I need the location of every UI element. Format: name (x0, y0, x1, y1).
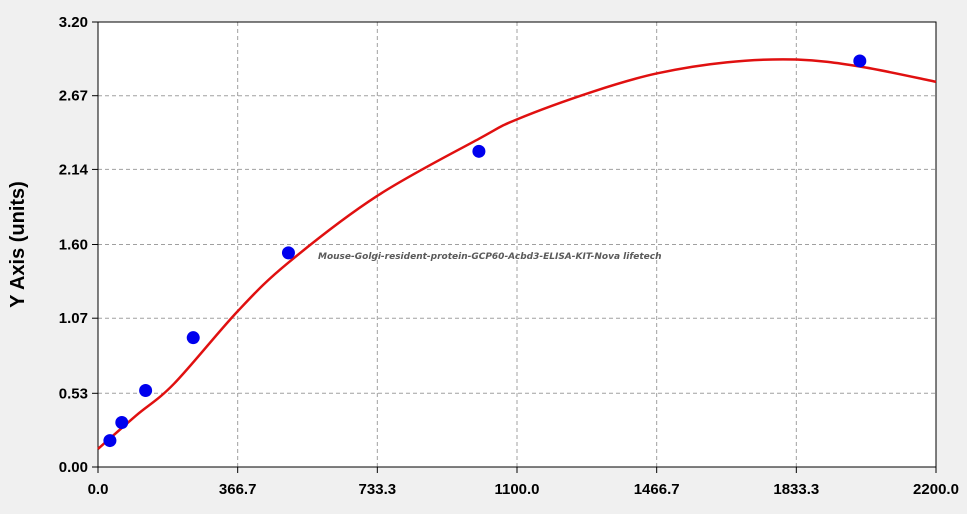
y-tick-label: 2.67 (59, 88, 88, 105)
x-tick-label: 1100.0 (494, 481, 539, 498)
data-point (472, 144, 486, 158)
x-tick-label: 733.3 (359, 481, 397, 498)
y-tick-label: 0.53 (59, 385, 88, 402)
plot-border (97, 21, 937, 468)
x-tick-label: 1833.3 (773, 481, 819, 498)
data-point (115, 416, 129, 429)
data-point (186, 331, 200, 345)
fit-curve-layer (97, 58, 937, 450)
x-tick-label: 2200.0 (913, 481, 959, 498)
x-tick-label: 366.7 (219, 481, 257, 498)
y-tick-label: 3.20 (59, 14, 88, 31)
y-tick-label: 2.14 (59, 161, 89, 178)
chart-annotation: Mouse-Golgi-resident-protein-GCP60-Acbd3… (318, 252, 662, 262)
plot-area (98, 22, 936, 467)
y-tick-label: 0.00 (59, 459, 88, 476)
fit-curve (97, 58, 937, 450)
data-point (103, 434, 117, 448)
data-point (139, 384, 153, 398)
y-tick-label: 1.60 (59, 237, 88, 254)
data-point (853, 54, 867, 68)
y-tick-label: 1.07 (59, 310, 88, 327)
axes: 0.0 366.7 733.3 1100.0 1466.7 1833.3 2200.0 0.0… (59, 14, 959, 498)
data-point (281, 246, 295, 260)
y-axis-title: Y Axis (units) (7, 181, 29, 308)
x-tick-label: 1466.7 (634, 481, 680, 498)
data-points (103, 54, 867, 448)
x-tick-label: 0.0 (88, 481, 109, 498)
